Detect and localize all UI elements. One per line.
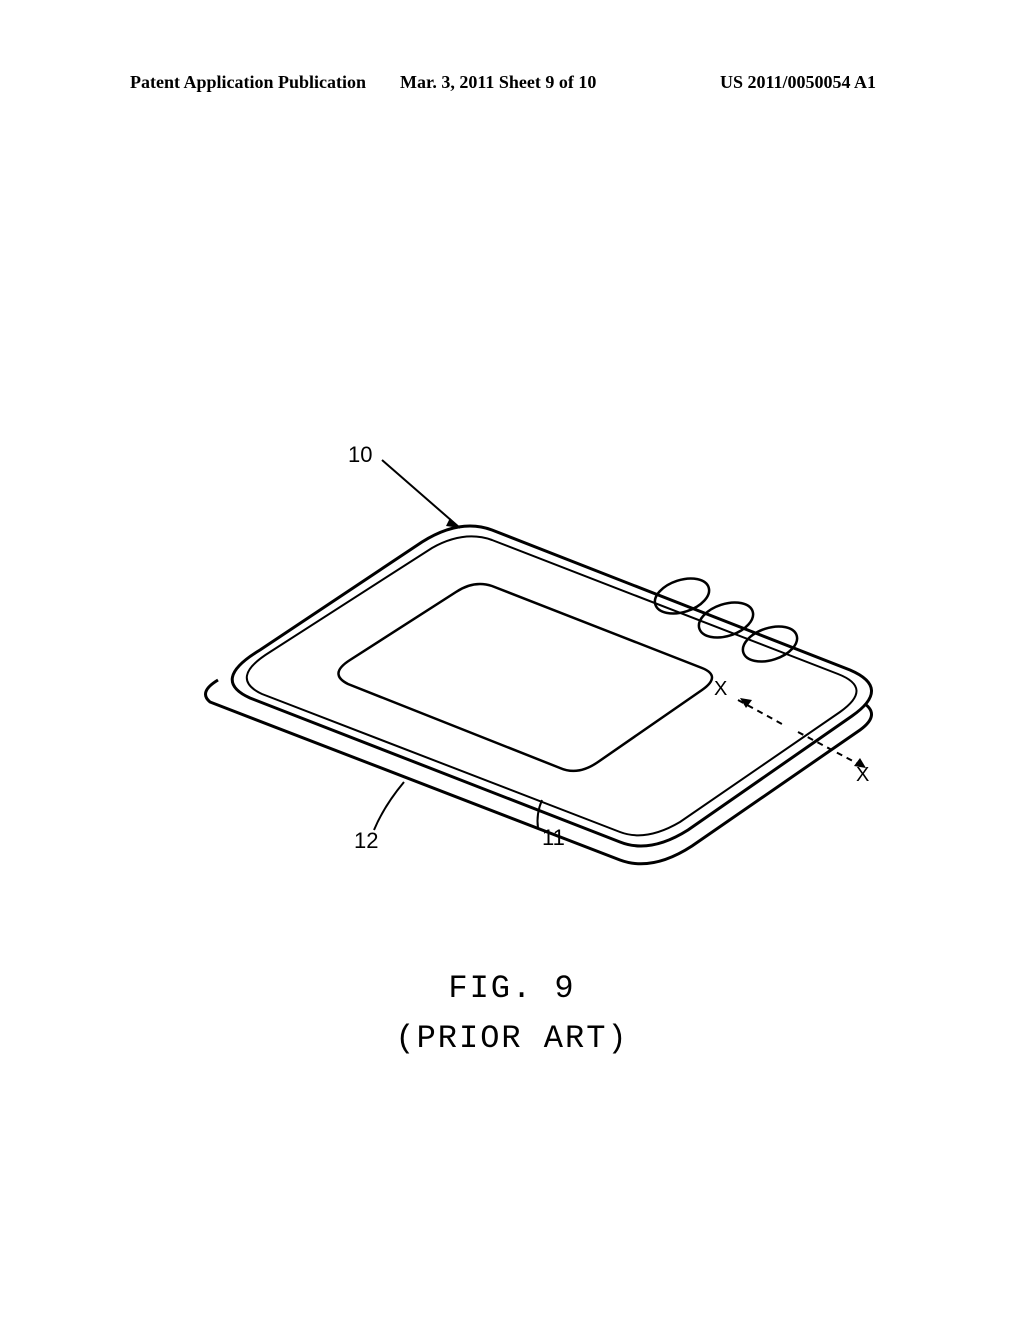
figure-9-diagram: 10 11 12 X X <box>140 330 900 870</box>
section-x-outer: X <box>856 764 869 787</box>
ref-label-12: 12 <box>354 828 378 854</box>
figure-caption-line1: FIG. 9 <box>0 970 1024 1007</box>
header-pubnum: US 2011/0050054 A1 <box>720 72 876 93</box>
header-date-sheet: Mar. 3, 2011 Sheet 9 of 10 <box>400 72 596 93</box>
ref-label-11: 11 <box>542 825 565 851</box>
section-x-inner: X <box>714 678 727 701</box>
figure-caption-line2: (PRIOR ART) <box>0 1020 1024 1057</box>
ref-label-10: 10 <box>348 442 372 468</box>
header-publication: Patent Application Publication <box>130 72 366 93</box>
